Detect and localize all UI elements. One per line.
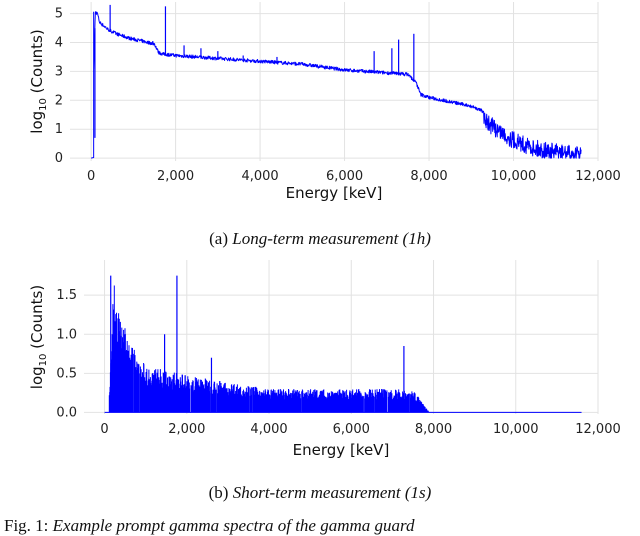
x-tick-label: 6,000 xyxy=(326,169,363,184)
x-tick-label: 0 xyxy=(100,422,108,437)
y-tick-label: 1.0 xyxy=(56,327,77,342)
y-tick-label: 0 xyxy=(55,151,63,166)
y-axis-label: log10 (Counts) xyxy=(28,285,49,389)
x-tick-label: 12,000 xyxy=(575,169,621,184)
x-axis-label: Energy [keV] xyxy=(286,184,383,202)
figure-caption: Fig. 1: Example prompt gamma spectra of … xyxy=(4,516,415,535)
x-tick-label: 0 xyxy=(87,169,95,184)
x-tick-label: 4,000 xyxy=(241,169,278,184)
spectrum-trace xyxy=(104,285,582,413)
y-tick-label: 1.5 xyxy=(56,288,77,303)
x-tick-label: 4,000 xyxy=(250,422,287,437)
y-tick-label: 5 xyxy=(55,7,63,22)
y-tick-label: 0.0 xyxy=(56,405,77,420)
y-tick-label: 1 xyxy=(55,122,63,137)
x-tick-label: 8,000 xyxy=(415,422,452,437)
chart-panel-a: 0 2,000 4,000 6,000 8,000 10,000 12,000 0 1 2 3 4 5 E… xyxy=(28,2,621,202)
y-tick-label: 0.5 xyxy=(56,366,77,381)
caption-a: (a) Long-term measurement (1h) xyxy=(209,229,431,248)
y-tick-label: 4 xyxy=(55,35,63,50)
spectrum-trace xyxy=(91,11,582,159)
x-tick-label: 2,000 xyxy=(168,422,205,437)
caption-b: (b) Short-term measurement (1s) xyxy=(208,483,432,502)
chart-panel-b: 0 2,000 4,000 6,000 8,000 10,000 12,000 0.0 0.5 1… xyxy=(28,260,621,459)
y-axis-label: log10 (Counts) xyxy=(28,29,49,133)
x-tick-label: 10,000 xyxy=(493,422,539,437)
x-tick-label: 12,000 xyxy=(575,422,621,437)
y-tick-label: 2 xyxy=(55,93,63,108)
x-tick-label: 10,000 xyxy=(491,169,537,184)
x-tick-label: 6,000 xyxy=(333,422,370,437)
x-tick-label: 8,000 xyxy=(410,169,447,184)
x-tick-label: 2,000 xyxy=(157,169,194,184)
x-axis-label: Energy [keV] xyxy=(293,441,390,459)
y-tick-label: 3 xyxy=(55,64,63,79)
